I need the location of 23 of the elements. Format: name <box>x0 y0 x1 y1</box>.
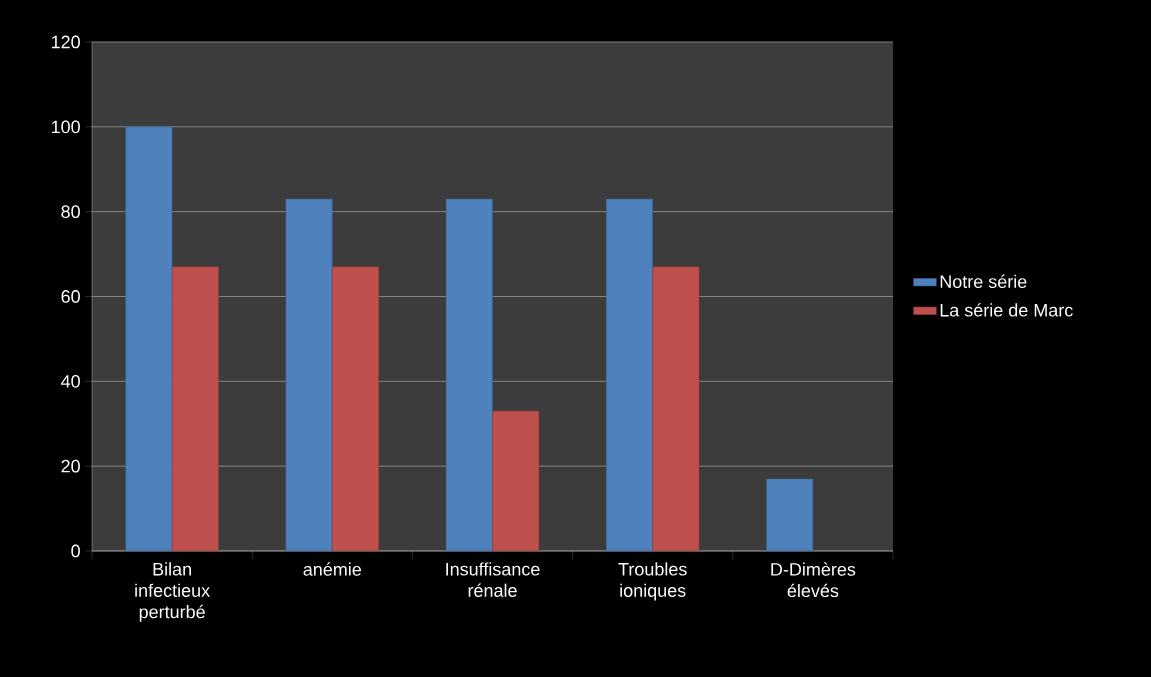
legend-label: Notre série <box>940 274 1027 288</box>
bar <box>605 198 653 551</box>
y-tick-label: 60 <box>61 290 80 303</box>
y-tick-label: 80 <box>61 205 80 219</box>
y-tick-label: 120 <box>51 35 80 49</box>
y-tick-label: 100 <box>51 120 80 134</box>
bar <box>171 266 219 551</box>
bar <box>445 198 493 551</box>
bar <box>652 266 700 551</box>
x-tick-label: anémie <box>303 562 362 576</box>
y-tick-label: 0 <box>71 544 80 558</box>
y-tick-label: 40 <box>61 374 80 388</box>
bar <box>125 126 173 551</box>
x-tick-label: Troubles ioniques <box>618 562 687 601</box>
legend-label: La série de Marc <box>940 303 1073 317</box>
y-tick-label: 20 <box>61 459 80 473</box>
bar <box>332 266 380 551</box>
x-tick-label: Bilan infectieux perturbé <box>135 562 210 622</box>
bar <box>285 198 333 551</box>
bar <box>766 478 814 551</box>
x-tick-label: D-Dimères élevés <box>771 562 856 598</box>
x-tick-label: Insuffisance rénale <box>446 562 540 597</box>
bar <box>492 410 540 551</box>
